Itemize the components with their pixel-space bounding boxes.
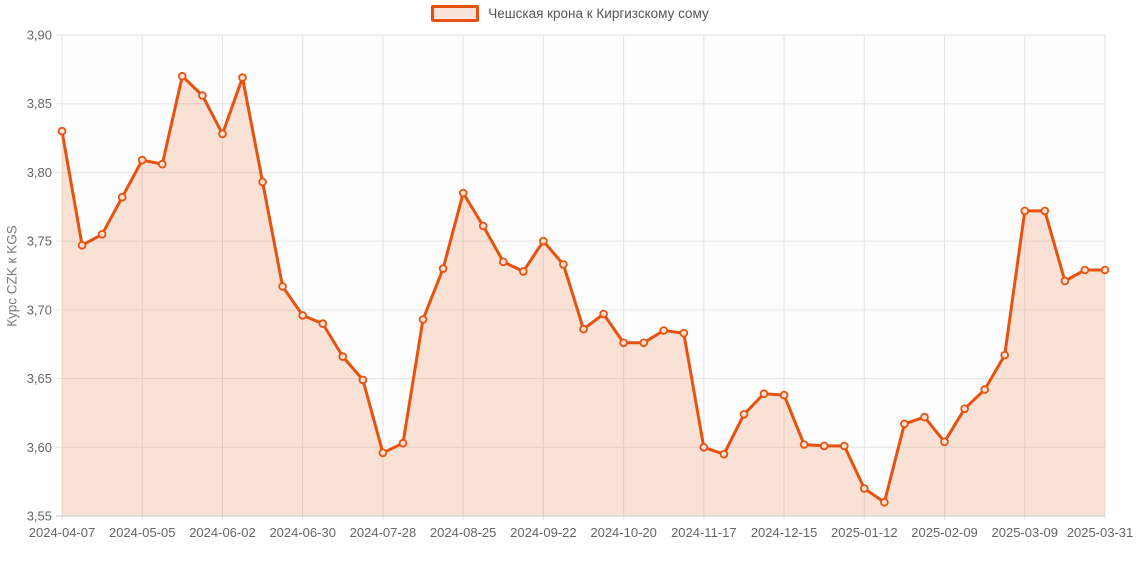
data-point-marker[interactable] (318, 319, 328, 328)
x-tick-label: 2025-03-31 (1067, 525, 1134, 540)
data-point-marker[interactable] (559, 260, 568, 269)
data-point-marker[interactable] (238, 73, 247, 82)
plot-background (62, 35, 1105, 516)
data-point-marker[interactable] (1080, 265, 1090, 275)
x-tick-label: 2025-02-09 (911, 525, 978, 540)
data-point-marker[interactable] (278, 282, 287, 291)
data-point-marker[interactable] (960, 404, 969, 414)
x-tick-label: 2024-06-02 (189, 525, 256, 540)
x-tick-label: 2024-07-28 (350, 525, 417, 540)
data-point-marker[interactable] (198, 91, 207, 100)
data-point-marker[interactable] (117, 192, 127, 202)
x-tick-label: 2024-06-30 (269, 525, 336, 540)
data-point-marker[interactable] (478, 221, 488, 231)
series-area-fill (62, 76, 1105, 516)
data-point-marker[interactable] (639, 338, 648, 348)
x-tick-label: 2024-11-17 (671, 525, 737, 540)
data-point-marker[interactable] (980, 385, 989, 394)
data-point-marker[interactable] (859, 484, 869, 493)
data-point-marker[interactable] (438, 264, 448, 273)
data-point-marker[interactable] (338, 352, 348, 361)
data-point-marker[interactable] (1060, 276, 1070, 286)
data-point-marker[interactable] (539, 236, 548, 246)
data-point-marker[interactable] (900, 419, 909, 429)
y-tick-label: 3,70 (27, 302, 52, 317)
data-point-marker[interactable] (518, 267, 528, 276)
data-point-marker[interactable] (137, 155, 147, 165)
data-point-marker[interactable] (659, 326, 668, 335)
data-point-marker[interactable] (1040, 206, 1050, 216)
y-tick-label: 3,75 (27, 234, 52, 249)
data-point-marker[interactable] (779, 390, 789, 400)
x-tick-label: 2024-12-15 (751, 525, 818, 540)
x-tick-label: 2024-08-25 (430, 525, 497, 540)
data-point-marker[interactable] (699, 442, 709, 452)
y-tick-label: 3,85 (27, 96, 52, 111)
data-point-marker[interactable] (579, 324, 588, 334)
data-point-marker[interactable] (218, 129, 227, 139)
data-point-marker[interactable] (458, 188, 468, 198)
x-tick-label: 2024-04-07 (29, 525, 96, 540)
data-point-marker[interactable] (719, 449, 729, 459)
legend-series-label: Чешская крона к Киргизскому сому (488, 6, 709, 21)
y-tick-label: 3,60 (27, 440, 52, 455)
data-point-marker[interactable] (1020, 206, 1030, 216)
data-point-marker[interactable] (158, 159, 167, 169)
data-point-marker[interactable] (178, 71, 187, 81)
y-tick-label: 3,55 (27, 509, 52, 524)
y-tick-label: 3,80 (27, 165, 52, 180)
x-tick-label: 2024-09-22 (510, 525, 577, 540)
data-point-marker[interactable] (679, 328, 689, 338)
data-point-marker[interactable] (57, 126, 67, 136)
data-point-marker[interactable] (920, 412, 929, 422)
x-tick-label: 2024-10-20 (590, 525, 657, 540)
data-point-marker[interactable] (819, 441, 829, 451)
data-point-marker[interactable] (799, 440, 809, 449)
data-point-marker[interactable] (97, 230, 107, 239)
data-point-marker[interactable] (1000, 350, 1009, 360)
data-point-marker[interactable] (739, 409, 749, 419)
x-tick-label: 2025-01-12 (831, 525, 898, 540)
data-point-marker[interactable] (1100, 265, 1110, 275)
x-tick-label: 2025-03-09 (992, 525, 1059, 540)
data-point-marker[interactable] (378, 448, 388, 458)
data-point-marker[interactable] (298, 311, 308, 320)
data-point-marker[interactable] (77, 241, 87, 250)
data-point-marker[interactable] (498, 257, 508, 267)
data-point-marker[interactable] (398, 438, 408, 448)
data-point-marker[interactable] (940, 437, 949, 447)
data-point-marker[interactable] (759, 389, 769, 399)
x-tick-label: 2024-05-05 (109, 525, 176, 540)
data-point-marker[interactable] (619, 338, 628, 348)
data-point-marker[interactable] (599, 309, 608, 319)
data-point-marker[interactable] (358, 375, 368, 385)
legend-series-swatch-icon (431, 5, 480, 22)
chart-legend[interactable]: Чешская крона к Киргизскому сому (0, 5, 1140, 22)
y-tick-label: 3,65 (27, 371, 52, 386)
data-point-marker[interactable] (839, 441, 849, 451)
data-point-marker[interactable] (258, 177, 267, 187)
y-axis-title: Курс CZK к KGS (4, 225, 20, 327)
data-point-marker[interactable] (418, 315, 428, 324)
y-tick-label: 3,90 (27, 28, 52, 43)
data-point-marker[interactable] (880, 497, 889, 507)
